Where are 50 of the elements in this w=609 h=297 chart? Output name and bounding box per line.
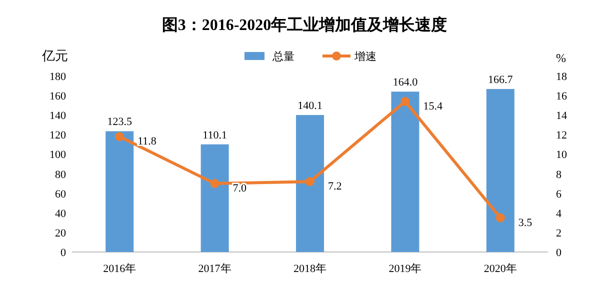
bar	[106, 131, 134, 252]
y-tick-label: 40	[55, 208, 66, 220]
point	[306, 177, 314, 186]
data-label: 140.1	[298, 100, 322, 112]
bar	[391, 92, 420, 252]
y2-tick-label: 16	[556, 90, 568, 103]
x-tick-label: 2017年	[198, 263, 232, 275]
y-tick-label: 20	[55, 227, 66, 240]
data-label: 166.7	[488, 74, 514, 86]
legend-label: 增速	[354, 50, 376, 63]
x-tick-label: 2019年	[388, 263, 422, 275]
data-label: 7.0	[232, 182, 248, 195]
y2-tick-label: 10	[556, 149, 568, 162]
data-label: 15.4	[423, 100, 443, 112]
y-tick-label: 160	[50, 90, 66, 103]
y-tick-label: 80	[55, 168, 66, 181]
y2-tick-label: 6	[556, 188, 562, 200]
y2-tick-label: 12	[556, 130, 567, 142]
y-axis-title: 亿元	[41, 48, 68, 63]
bar	[486, 89, 514, 252]
y2-tick-label: 2	[556, 227, 562, 240]
y2-tick-label: 18	[556, 71, 568, 83]
y-tick-label: 100	[50, 149, 66, 162]
data-label: 110.1	[202, 129, 227, 142]
y-tick-label: 120	[50, 130, 66, 142]
x-tick-label: 2018年	[294, 263, 326, 275]
y-tick-label: 140	[50, 110, 66, 122]
x-tick-label: 2016年	[103, 263, 136, 275]
point	[210, 179, 220, 188]
chart-title: 图3：2016-2020年工业增加值及增长速度	[162, 15, 448, 34]
y-tick-label: 180	[50, 71, 66, 83]
data-label: 11.8	[138, 136, 157, 148]
y2-tick-label: 14	[556, 110, 568, 122]
point	[496, 213, 505, 222]
y2-axis-title: %	[556, 51, 566, 65]
legend-label: 总量	[272, 50, 294, 63]
data-label: 3.5	[518, 216, 533, 229]
data-label: 7.2	[328, 180, 342, 193]
point	[400, 96, 410, 106]
y2-tick-label: 4	[556, 208, 562, 220]
y-tick-label: 0	[60, 247, 66, 259]
y2-tick-label: 8	[556, 168, 562, 181]
y2-tick-label: 0	[556, 247, 562, 259]
bar	[200, 144, 229, 252]
point	[115, 132, 124, 142]
bar	[296, 115, 324, 252]
data-label: 164.0	[392, 76, 418, 89]
x-tick-label: 2020年	[484, 263, 517, 275]
y-tick-label: 60	[55, 188, 66, 200]
data-label: 123.5	[107, 116, 132, 128]
